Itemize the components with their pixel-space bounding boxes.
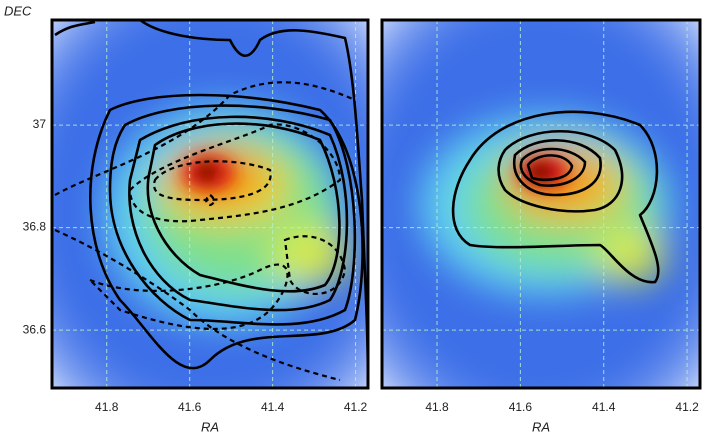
x-tick-label: 41.2 xyxy=(675,400,699,414)
x-tick-label: 41.4 xyxy=(592,400,616,414)
labels: 41.8 41.6 41.4 41.2 37 36.8 36.6 RA DEC 41.8 41.6 4… xyxy=(4,3,699,434)
y-tick-label: 36.6 xyxy=(23,322,47,336)
x-axis-label: RA xyxy=(201,419,219,434)
frame-right xyxy=(380,18,702,390)
x-tick-label: 41.6 xyxy=(178,400,202,414)
x-tick-label: 41.6 xyxy=(509,400,533,414)
heatmap-right xyxy=(382,20,700,388)
frame-left xyxy=(50,18,370,390)
y-tick-label: 37 xyxy=(33,117,47,131)
x-axis-label: RA xyxy=(532,419,550,434)
x-tick-label: 41.8 xyxy=(425,400,449,414)
y-tick-label: 36.8 xyxy=(23,220,47,234)
x-tick-label: 41.4 xyxy=(261,400,285,414)
contours-left xyxy=(54,20,368,388)
contours-right xyxy=(451,110,660,284)
y-axis-label: DEC xyxy=(4,3,32,18)
x-tick-label: 41.2 xyxy=(344,400,368,414)
x-tick-label: 41.8 xyxy=(95,400,119,414)
